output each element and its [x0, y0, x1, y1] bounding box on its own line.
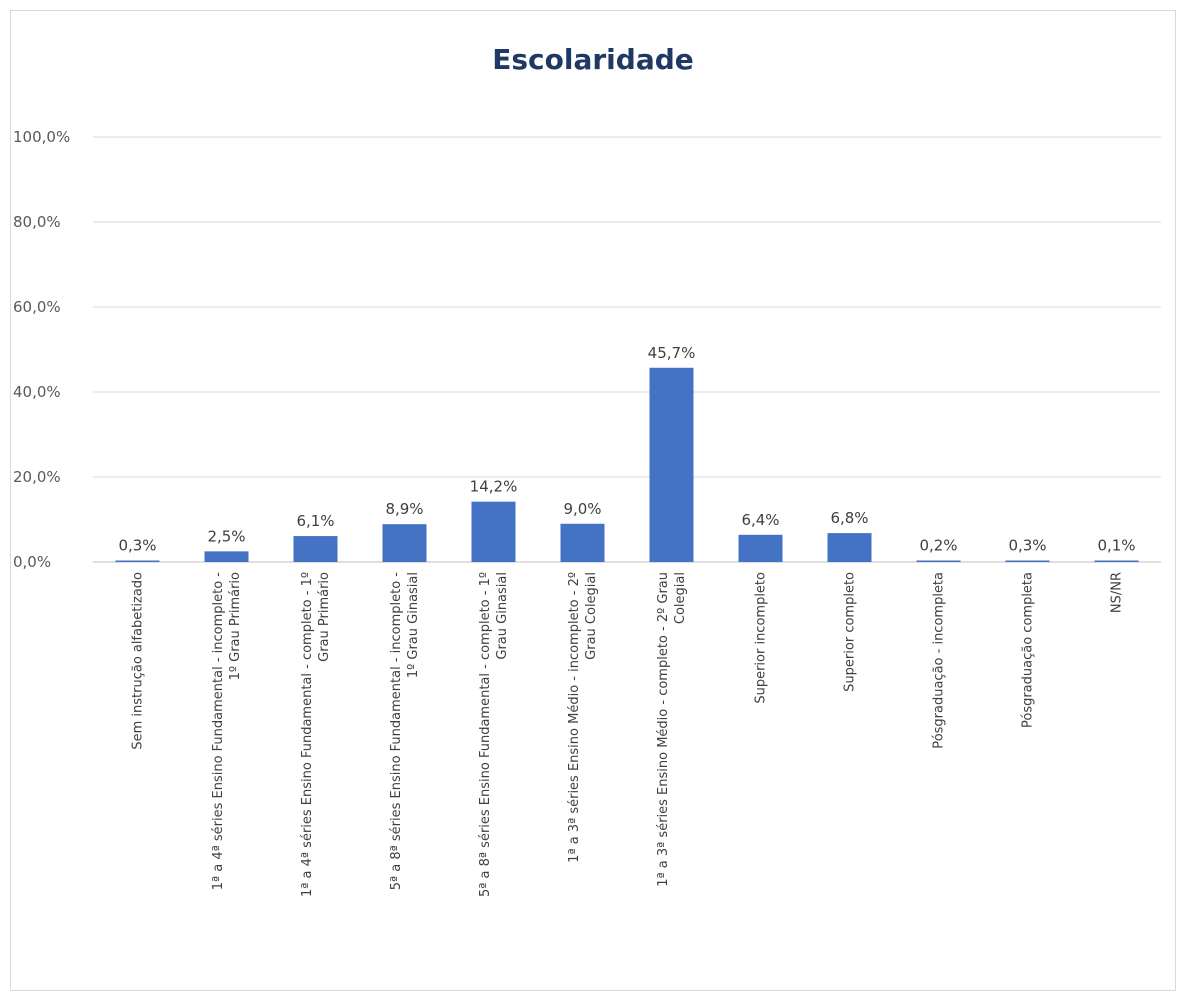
data-label: 2,5% [207, 527, 245, 545]
x-axis-labels: Sem instrução alfabetizado 1ª a 4ª séries… [131, 572, 1125, 897]
x-category-label: 5ª a 8ª séries Ensino Fundamental - inco… [389, 572, 421, 891]
x-category-label-line: 1ª a 3ª séries Ensino Médio - incompleto… [567, 572, 582, 863]
y-tick-label: 60,0% [13, 298, 61, 316]
chart-frame: Escolaridade 0,0% 20,0% 40,0% 60,0% 80,0% 100… [10, 10, 1176, 991]
x-category-label: Pósgraduação - incompleta [932, 572, 947, 749]
bar [560, 523, 605, 562]
x-category-label: Superior incompleto [754, 572, 769, 704]
x-category-label: 1ª a 4ª séries Ensino Fundamental - comp… [300, 572, 332, 897]
x-category-label-line: Superior incompleto [754, 572, 769, 704]
x-category-label-line: 1ª a 3ª séries Ensino Médio - completo -… [656, 572, 671, 887]
bar [115, 560, 160, 562]
x-category-label: Superior completo [843, 572, 858, 692]
data-labels: 0,3% 2,5% 6,1% 8,9% 14,2% 9,0% 45,7% 6,4% 6,8% 0,… [118, 344, 1135, 555]
data-label: 14,2% [470, 478, 518, 496]
bar [827, 533, 872, 562]
x-category-label-line: Pósgraduação - incompleta [932, 572, 947, 749]
data-label: 8,9% [385, 500, 423, 518]
x-category-label-line: 5ª a 8ª séries Ensino Fundamental - inco… [389, 572, 404, 891]
x-category-label-line: 1º Grau Ginasial [406, 572, 421, 678]
chart-title: Escolaridade [492, 43, 694, 76]
x-category-label: 1ª a 4ª séries Ensino Fundamental - inco… [211, 572, 243, 891]
y-tick-label: 100,0% [13, 128, 70, 146]
bar [382, 524, 427, 562]
x-category-label-line: 1ª a 4ª séries Ensino Fundamental - comp… [300, 572, 315, 897]
data-label: 45,7% [648, 344, 696, 362]
x-category-label-line: Sem instrução alfabetizado [131, 572, 146, 750]
x-category-label-line: NS/NR [1110, 572, 1125, 613]
bar [471, 501, 516, 562]
y-tick-label: 0,0% [13, 553, 51, 571]
x-category-label: 1ª a 3ª séries Ensino Médio - completo -… [656, 572, 688, 887]
bar [916, 560, 961, 562]
bar [293, 536, 338, 562]
x-category-label-line: Colegial [673, 572, 688, 624]
bar-chart: Escolaridade 0,0% 20,0% 40,0% 60,0% 80,0% 100… [13, 43, 1161, 897]
x-category-label-line: 1ª a 4ª séries Ensino Fundamental - inco… [211, 572, 226, 891]
bars [115, 367, 1139, 562]
x-category-label-line: Superior completo [843, 572, 858, 692]
y-tick-label: 40,0% [13, 383, 61, 401]
x-category-label-line: Pósgraduação completa [1021, 572, 1036, 728]
x-category-label: Sem instrução alfabetizado [131, 572, 146, 750]
y-tick-label: 80,0% [13, 213, 61, 231]
bar [649, 367, 694, 562]
bar [738, 534, 783, 562]
data-label: 6,1% [296, 512, 334, 530]
x-category-label: 1ª a 3ª séries Ensino Médio - incompleto… [567, 572, 599, 863]
x-category-label: 5ª a 8ª séries Ensino Fundamental - comp… [478, 572, 510, 897]
data-label: 0,2% [919, 537, 957, 555]
data-label: 9,0% [563, 500, 601, 518]
bar [1094, 560, 1139, 562]
bar [204, 551, 249, 562]
x-category-label: NS/NR [1110, 572, 1125, 613]
y-tick-label: 20,0% [13, 468, 61, 486]
gridlines [93, 136, 1161, 563]
data-label: 0,3% [1008, 537, 1046, 555]
data-label: 0,3% [118, 537, 156, 555]
data-label: 6,8% [830, 509, 868, 527]
data-label: 6,4% [741, 511, 779, 529]
x-category-label-line: Grau Ginasial [495, 572, 510, 660]
x-category-label: Pósgraduação completa [1021, 572, 1036, 728]
y-axis-ticks: 0,0% 20,0% 40,0% 60,0% 80,0% 100,0% [13, 128, 70, 571]
x-category-label-line: 1º Grau Primário [228, 572, 243, 680]
x-category-label-line: Grau Colegial [584, 572, 599, 660]
x-category-label-line: Grau Primário [317, 572, 332, 662]
data-label: 0,1% [1097, 537, 1135, 555]
x-category-label-line: 5ª a 8ª séries Ensino Fundamental - comp… [478, 572, 493, 897]
bar [1005, 560, 1050, 562]
